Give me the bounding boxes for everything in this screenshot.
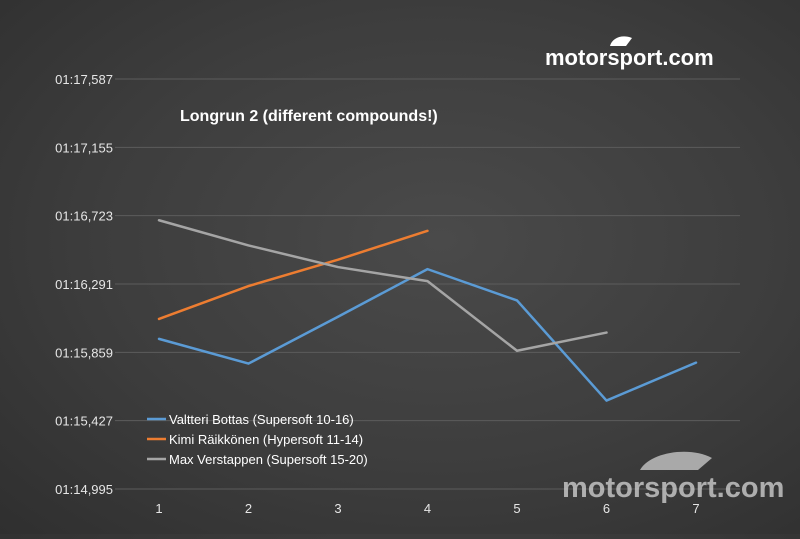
x-tick-label-3: 4 <box>424 501 431 516</box>
legend: Valtteri Bottas (Supersoft 10-16) Kimi Rä… <box>147 412 368 467</box>
y-tick-label-4: 01:15,859 <box>55 345 113 360</box>
y-tick-label-0: 01:17,587 <box>55 72 113 87</box>
legend-label-0: Valtteri Bottas (Supersoft 10-16) <box>169 412 354 427</box>
gridlines <box>115 78 740 490</box>
logo-top-swoosh <box>610 36 632 46</box>
svg-text:motorsport.com: motorsport.com <box>545 45 714 70</box>
y-tick-label-3: 01:16,291 <box>55 277 113 292</box>
x-tick-label-0: 1 <box>155 501 162 516</box>
series-line-2 <box>157 219 608 353</box>
legend-label-2: Max Verstappen (Supersoft 15-20) <box>169 452 368 467</box>
y-axis-ticks: 01:17,587 01:17,155 01:16,723 01:16,291 01:1… <box>55 72 113 497</box>
y-tick-label-2: 01:16,723 <box>55 209 113 224</box>
motorsport-logo-watermark: motorsport.com <box>562 451 784 504</box>
legend-label-1: Kimi Räikkönen (Hypersoft 11-14) <box>169 432 363 447</box>
watermark-swoosh <box>640 451 712 470</box>
motorsport-logo-top: motorsport.com <box>545 36 714 70</box>
series-line-1 <box>157 229 429 321</box>
x-tick-label-1: 2 <box>245 501 252 516</box>
logo-top-main: motorsport <box>545 45 663 70</box>
x-tick-label-2: 3 <box>334 501 341 516</box>
x-tick-label-6: 7 <box>692 501 699 516</box>
series-lines <box>157 219 698 402</box>
logo-top-suffix: .com <box>662 45 713 70</box>
logo-bottom-main: motorsport <box>562 472 717 504</box>
y-tick-label-6: 01:14,995 <box>55 482 113 497</box>
svg-text:motorsport.com: motorsport.com <box>562 472 784 504</box>
x-axis-ticks: 1 2 3 4 5 6 7 <box>155 501 699 516</box>
x-tick-label-5: 6 <box>603 501 610 516</box>
x-tick-label-4: 5 <box>513 501 520 516</box>
chart-title: Longrun 2 (different compounds!) <box>180 108 438 125</box>
logo-bottom-suffix: .com <box>717 472 785 504</box>
y-tick-label-1: 01:17,155 <box>55 140 113 155</box>
y-tick-label-5: 01:15,427 <box>55 414 113 429</box>
series-line-0 <box>157 267 698 402</box>
